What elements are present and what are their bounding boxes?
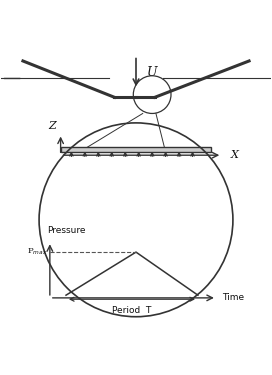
Text: X: X [230,150,238,160]
Text: U: U [147,66,157,79]
Text: Pressure: Pressure [47,226,86,235]
FancyBboxPatch shape [61,147,211,152]
Text: Period  T: Period T [112,306,152,315]
Text: Time: Time [222,293,244,302]
Text: P$_{max}$: P$_{max}$ [27,247,47,257]
Text: Z: Z [49,121,56,131]
